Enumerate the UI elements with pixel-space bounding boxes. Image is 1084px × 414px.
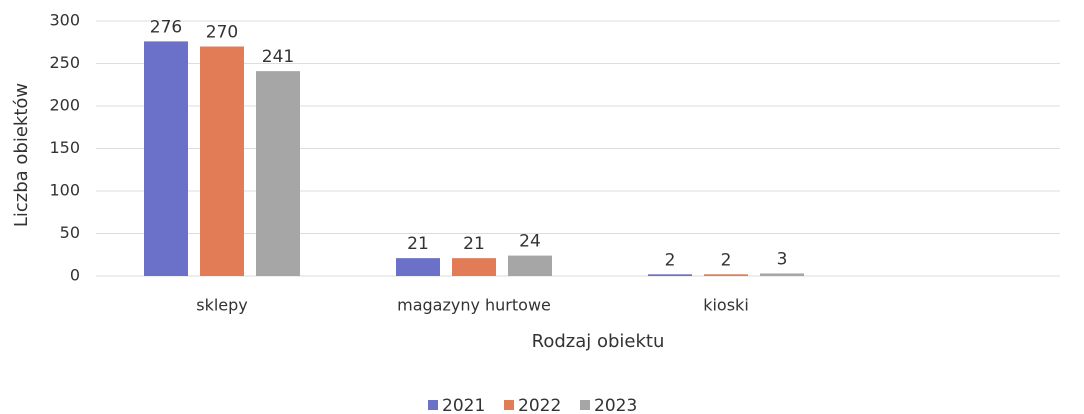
x-axis-title: Rodzaj obiektu [532, 331, 665, 352]
bar [508, 255, 552, 276]
y-tick-label: 200 [49, 96, 80, 115]
bar [396, 258, 440, 276]
legend-swatch [428, 400, 438, 410]
y-tick-label: 300 [49, 11, 80, 30]
value-label: 2 [665, 250, 676, 270]
legend-label: 2022 [518, 396, 561, 414]
bar [144, 41, 188, 277]
legend-swatch [504, 400, 514, 410]
value-label: 276 [150, 17, 182, 37]
y-tick-label: 150 [49, 138, 80, 157]
bar [256, 71, 300, 277]
value-label: 3 [777, 249, 788, 269]
bar [200, 46, 244, 276]
y-tick-label: 250 [49, 53, 80, 72]
value-label: 270 [206, 23, 238, 43]
value-label: 24 [519, 232, 541, 252]
legend-label: 2021 [442, 396, 485, 414]
legend-label: 2023 [594, 396, 637, 414]
x-tick-label: kioski [703, 296, 749, 315]
bar [452, 258, 496, 276]
value-label: 21 [463, 234, 485, 254]
x-tick-label: sklepy [196, 296, 248, 315]
value-label: 2 [721, 250, 732, 270]
y-axis-title: Liczba obiektów [11, 83, 32, 227]
bar [648, 274, 692, 276]
y-tick-label: 50 [60, 223, 80, 242]
y-tick-label: 100 [49, 181, 80, 200]
x-tick-label: magazyny hurtowe [397, 296, 551, 315]
bar [760, 273, 804, 276]
value-label: 241 [262, 47, 294, 67]
bar [704, 274, 748, 276]
y-tick-label: 0 [70, 266, 80, 285]
value-label: 21 [407, 234, 429, 254]
legend-swatch [580, 400, 590, 410]
